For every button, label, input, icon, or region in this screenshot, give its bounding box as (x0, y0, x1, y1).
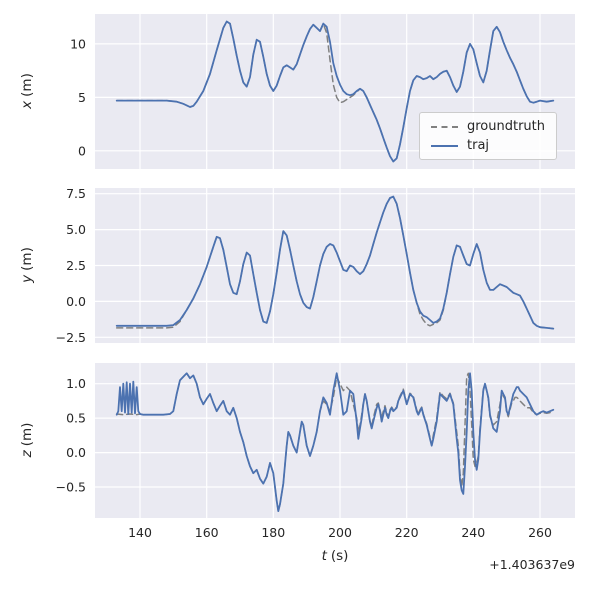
y-axis-label-y: y (m) (19, 247, 35, 283)
legend-sample-groundtruth-dashed-line (431, 125, 458, 128)
x-axis-label: t (s) (322, 548, 349, 564)
y-tick-label: 0.0 (66, 445, 86, 460)
x-tick-label: 220 (395, 525, 419, 540)
ylabel-x-unit: (m) (19, 73, 35, 97)
y-tick-label: 0.0 (66, 294, 86, 309)
y-tick-label: 2.5 (66, 258, 86, 273)
x-tick-label: 200 (328, 525, 352, 540)
series-traj-line (115, 20, 555, 163)
y-axis-label-x: x (m) (19, 73, 35, 109)
ylabel-z-unit: (m) (19, 422, 35, 447)
x-axis-offset-text: +1.403637e9 (489, 557, 575, 572)
legend: groundtruth traj (419, 112, 558, 160)
x-tick-label: 180 (261, 525, 285, 540)
ylabel-x-var: x (19, 100, 35, 109)
y-tick-label: 5 (78, 90, 86, 105)
legend-label-traj: traj (467, 138, 490, 153)
y-tick-label: 7.5 (66, 186, 86, 201)
series-traj-line (115, 195, 555, 330)
series-group (115, 372, 555, 513)
x-tick-label: 140 (128, 525, 152, 540)
series-group (115, 20, 555, 163)
x-tick-label: 160 (195, 525, 219, 540)
y-tick-label: 1.0 (66, 376, 86, 391)
ylabel-y-var: y (19, 274, 35, 283)
legend-sample-traj-solid-line (431, 144, 458, 147)
series-traj-line (115, 372, 555, 513)
xlabel-var: t (321, 548, 327, 564)
x-tick-label: 240 (461, 525, 485, 540)
x-tick-label: 260 (528, 525, 552, 540)
y-tick-label: 5.0 (66, 222, 86, 237)
y-tick-label: −2.5 (56, 330, 86, 345)
y-tick-label: −0.5 (56, 480, 86, 495)
y-tick-label: 0 (78, 143, 86, 158)
y-axis-label-z: z (m) (19, 423, 35, 458)
series-group (115, 195, 555, 330)
y-tick-label: 0.5 (66, 411, 86, 426)
legend-item-groundtruth: groundtruth (431, 120, 545, 133)
legend-label-groundtruth: groundtruth (467, 119, 546, 134)
xlabel-unit: (s) (330, 548, 349, 564)
axes-background (95, 363, 575, 518)
ylabel-y-unit: (m) (19, 247, 35, 271)
ylabel-z-var: z (19, 450, 35, 458)
y-tick-label: 10 (70, 36, 86, 51)
legend-item-traj: traj (431, 139, 545, 152)
